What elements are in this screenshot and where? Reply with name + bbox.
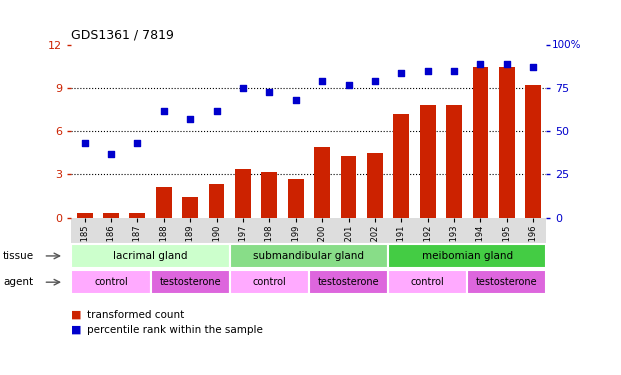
Point: [106, 151, 116, 157]
Text: testosterone: testosterone: [160, 277, 221, 287]
Bar: [209, 184, 225, 218]
Text: control: control: [253, 277, 286, 287]
Bar: [525, 85, 542, 218]
Point: [291, 97, 301, 103]
Text: ■: ■: [71, 325, 82, 335]
Text: ■: ■: [71, 310, 82, 320]
Bar: [367, 153, 383, 218]
Point: [370, 78, 380, 84]
Point: [212, 108, 222, 114]
Bar: [499, 67, 515, 218]
Point: [265, 88, 274, 94]
Point: [396, 70, 406, 76]
Point: [132, 140, 142, 146]
Text: tissue: tissue: [3, 251, 34, 261]
Bar: [446, 105, 462, 218]
Text: testosterone: testosterone: [318, 277, 379, 287]
Text: meibomian gland: meibomian gland: [422, 251, 513, 261]
Point: [185, 116, 195, 122]
Bar: [183, 197, 198, 217]
Point: [159, 108, 169, 114]
Point: [449, 68, 459, 74]
Bar: [261, 171, 277, 217]
Text: 100%: 100%: [552, 40, 581, 50]
Point: [79, 140, 89, 146]
Bar: [420, 105, 435, 218]
Text: control: control: [94, 277, 128, 287]
Bar: [288, 179, 304, 218]
Bar: [340, 156, 356, 218]
Point: [317, 78, 327, 84]
Point: [476, 61, 486, 67]
Text: transformed count: transformed count: [87, 310, 184, 320]
Bar: [473, 67, 488, 218]
Point: [238, 85, 248, 91]
Text: agent: agent: [3, 277, 34, 287]
Text: testosterone: testosterone: [476, 277, 538, 287]
Bar: [103, 213, 119, 217]
Point: [502, 61, 512, 67]
Text: lacrimal gland: lacrimal gland: [114, 251, 188, 261]
Bar: [77, 213, 93, 217]
Bar: [156, 188, 171, 218]
Bar: [129, 213, 145, 217]
Text: GDS1361 / 7819: GDS1361 / 7819: [71, 28, 175, 41]
Point: [343, 82, 353, 88]
Text: submandibular gland: submandibular gland: [253, 251, 365, 261]
Bar: [314, 147, 330, 218]
Text: control: control: [411, 277, 445, 287]
Bar: [394, 114, 409, 218]
Point: [423, 68, 433, 74]
Bar: [235, 169, 251, 217]
Text: percentile rank within the sample: percentile rank within the sample: [87, 325, 263, 335]
Point: [528, 64, 538, 70]
